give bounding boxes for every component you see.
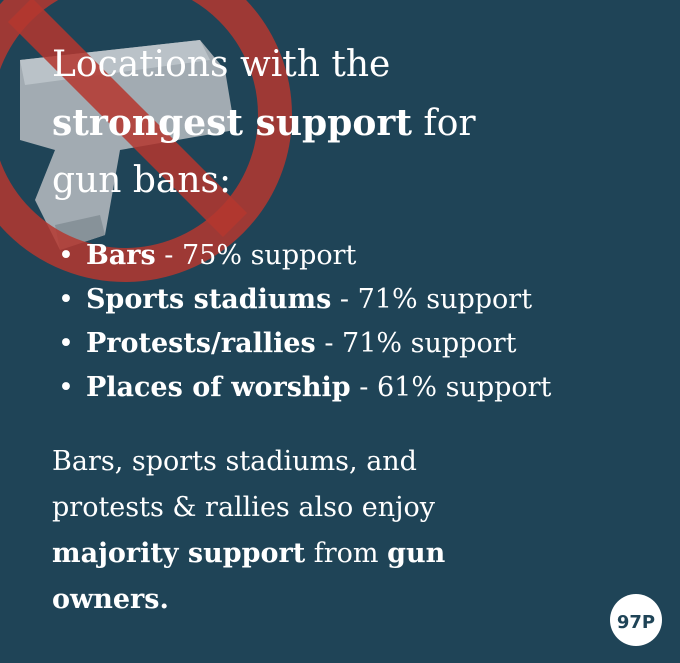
title-text: Locations with the	[52, 44, 391, 85]
place: Sports stadiums	[85, 284, 332, 315]
list-item: Protests/rallies - 71% support	[58, 328, 517, 359]
list-item: Sports stadiums - 71% support	[58, 284, 532, 315]
note-text: from	[313, 538, 379, 569]
support: - 71% support	[324, 328, 517, 359]
list-item: Places of worship - 61% support	[58, 372, 551, 403]
note-bold: majority support	[52, 538, 306, 569]
title-line: gun bans:	[52, 160, 231, 201]
logo-badge	[610, 594, 662, 646]
place: Places of worship	[85, 372, 351, 403]
note-line: Bars, sports stadiums, and	[52, 446, 417, 477]
support: - 75% support	[164, 240, 357, 271]
list-item: Bars - 75% support	[58, 240, 356, 271]
note-text: Bars, sports stadiums, and	[52, 446, 417, 477]
note-bold: gun	[387, 538, 446, 569]
support: - 71% support	[339, 284, 533, 315]
title-line: strongest support for	[52, 102, 476, 144]
title-text: for	[423, 103, 476, 144]
place: Protests/rallies	[85, 328, 316, 359]
logo: 97P	[617, 612, 655, 633]
title-line: Locations with the	[52, 44, 390, 85]
note-bold: owners.	[52, 584, 169, 615]
note-line: majority support from gun	[52, 538, 445, 569]
title-bold: strongest support	[52, 102, 412, 144]
note-text: protests & rallies also enjoy	[52, 492, 436, 523]
support: - 61% support	[359, 372, 552, 403]
note-line: protests & rallies also enjoy	[52, 492, 435, 523]
place: Bars	[85, 240, 156, 271]
prohibition-slash	[7, 0, 248, 238]
note-line: owners.	[52, 584, 169, 615]
title-text: gun bans:	[52, 160, 232, 201]
